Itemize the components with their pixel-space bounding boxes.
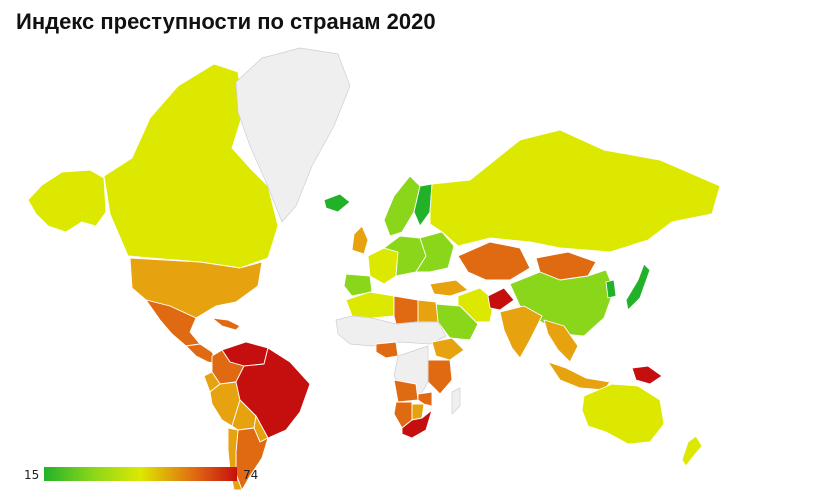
region-iberia[interactable] <box>343 273 373 297</box>
region-united-kingdom[interactable] <box>351 225 369 255</box>
region-scandinavia[interactable] <box>383 175 421 237</box>
region-turkey[interactable] <box>429 279 469 297</box>
region-south-africa[interactable] <box>401 409 433 439</box>
region-libya[interactable] <box>393 295 419 325</box>
map-title: Индекс преступности по странам 2020 <box>16 9 436 34</box>
region-russia[interactable] <box>429 129 721 253</box>
region-angola[interactable] <box>393 379 419 403</box>
region-kazakhstan[interactable] <box>457 241 531 281</box>
region-ethiopia[interactable] <box>431 337 465 361</box>
region-egypt[interactable] <box>417 299 439 323</box>
region-nigeria[interactable] <box>375 341 399 359</box>
legend-min-label: 15 <box>24 468 40 482</box>
region-canada[interactable] <box>103 63 279 269</box>
region-alaska[interactable] <box>27 169 107 233</box>
legend-gradient-bar <box>44 467 237 481</box>
region-iceland[interactable] <box>323 193 351 213</box>
region-afghanistan[interactable] <box>487 287 515 311</box>
region-madagascar[interactable] <box>451 387 461 415</box>
region-new-zealand[interactable] <box>681 435 703 467</box>
region-australia[interactable] <box>581 383 665 445</box>
region-western-europe[interactable] <box>367 247 399 285</box>
region-united-states[interactable] <box>129 257 263 319</box>
region-indonesia[interactable] <box>547 361 611 391</box>
region-zimbabwe[interactable] <box>417 391 433 407</box>
region-caribbean[interactable] <box>211 317 241 331</box>
region-india[interactable] <box>499 305 543 359</box>
region-greenland[interactable] <box>235 47 351 223</box>
region-papua-new-guinea[interactable] <box>631 365 663 385</box>
region-sahel-west-africa[interactable] <box>335 315 447 347</box>
region-korea[interactable] <box>605 279 617 299</box>
legend-max-label: 74 <box>243 468 259 482</box>
region-kenya[interactable] <box>427 359 453 395</box>
region-japan[interactable] <box>625 263 651 311</box>
region-southeast-asia[interactable] <box>543 319 579 363</box>
